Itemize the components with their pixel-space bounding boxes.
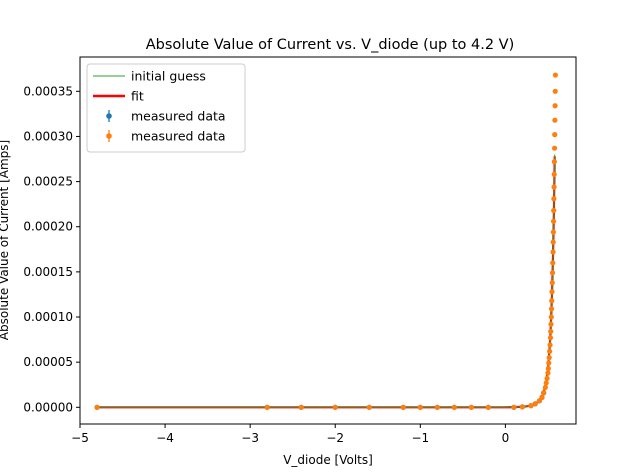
measured-data-orange-point bbox=[551, 196, 557, 202]
measured-data-orange-point bbox=[549, 289, 555, 295]
measured-data-orange-point bbox=[551, 159, 557, 165]
legend-label: initial guess bbox=[131, 69, 206, 84]
measured-data-orange-point bbox=[550, 249, 556, 255]
plot-area bbox=[94, 72, 559, 410]
y-tick-label: 0.00020 bbox=[23, 220, 73, 234]
measured-data-orange-point bbox=[549, 280, 555, 286]
measured-data-orange-point bbox=[546, 360, 552, 366]
x-tick-label: −1 bbox=[411, 431, 429, 445]
measured-data-orange-point bbox=[548, 314, 554, 320]
measured-data-orange-point bbox=[546, 355, 552, 361]
x-axis-label: V_diode [Volts] bbox=[283, 453, 373, 467]
measured-data-orange-point bbox=[548, 328, 554, 335]
y-tick-label: 0.00010 bbox=[23, 310, 73, 324]
measured-data-orange-point bbox=[451, 404, 457, 410]
measured-data-orange-point bbox=[550, 260, 556, 266]
measured-data-orange-point bbox=[528, 403, 534, 409]
measured-data-orange-point bbox=[544, 375, 550, 382]
measured-data-orange-point bbox=[543, 380, 549, 386]
measured-data-orange-point bbox=[511, 404, 517, 410]
y-tick-label: 0.00025 bbox=[23, 175, 73, 189]
legend-swatch-marker bbox=[106, 133, 112, 139]
measured-data-orange-point bbox=[264, 404, 270, 410]
measured-data-orange-point bbox=[400, 404, 406, 410]
fit-line bbox=[97, 156, 556, 409]
measured-data-orange-point bbox=[485, 404, 491, 410]
measured-data-orange-point bbox=[547, 342, 553, 348]
measured-data-orange-point bbox=[532, 401, 538, 407]
measured-data-orange-point bbox=[552, 117, 558, 123]
x-tick-label: −3 bbox=[241, 431, 259, 445]
measured-data-orange-point bbox=[298, 404, 304, 410]
y-tick-label: 0.00035 bbox=[23, 84, 73, 98]
measured-data-orange-point bbox=[551, 207, 557, 214]
measured-data-orange-point bbox=[551, 171, 557, 177]
measured-data-orange-point bbox=[545, 370, 551, 376]
x-tick-label: −4 bbox=[156, 431, 174, 445]
measured-data-orange-point bbox=[552, 103, 558, 109]
measured-data-orange-point bbox=[547, 335, 554, 341]
legend-label: fit bbox=[131, 89, 144, 104]
measured-data-orange-point bbox=[550, 239, 556, 245]
measured-data-orange-point bbox=[468, 404, 474, 410]
y-axis-label: Absolute Value of Current [Amps] bbox=[0, 140, 11, 340]
x-axis: −5 −4 −3 −2 −1 0 bbox=[71, 424, 509, 445]
legend-label: measured data bbox=[131, 129, 226, 144]
measured-data-orange-point bbox=[549, 270, 556, 276]
x-tick-label: 0 bbox=[502, 431, 510, 445]
measured-data-orange-point bbox=[542, 384, 548, 391]
legend-swatch-marker bbox=[106, 113, 112, 119]
measured-data-orange-point bbox=[545, 365, 551, 372]
y-tick-label: 0.00015 bbox=[23, 265, 73, 279]
measured-data-orange-point bbox=[539, 394, 545, 400]
measured-data-orange-point bbox=[332, 404, 338, 410]
x-tick-label: −2 bbox=[326, 431, 344, 445]
measured-data-orange-point bbox=[549, 298, 555, 304]
initial-guess-line bbox=[97, 154, 556, 408]
axes-frame bbox=[79, 56, 577, 425]
measured-data-orange-point bbox=[551, 184, 557, 190]
measured-data-orange-point bbox=[417, 404, 423, 410]
measured-data-orange-point bbox=[550, 218, 557, 224]
measured-data-orange-point bbox=[434, 404, 440, 410]
measured-data-orange-point bbox=[550, 229, 556, 235]
y-tick-label: 0.00030 bbox=[23, 129, 73, 143]
y-tick-label: 0.00005 bbox=[23, 355, 73, 369]
y-tick-label: 0.00000 bbox=[23, 400, 73, 414]
legend-box bbox=[86, 63, 246, 153]
measured-data-orange-point bbox=[366, 404, 372, 410]
measured-data-orange-point bbox=[552, 132, 558, 138]
legend: initial guess fit measured data measured d… bbox=[86, 63, 246, 153]
measured-data-orange-point bbox=[551, 145, 558, 151]
measured-data-orange-point bbox=[548, 306, 555, 312]
measured-data-orange-point bbox=[541, 390, 547, 396]
measured-data-orange-point bbox=[552, 72, 559, 78]
measured-data-orange-point bbox=[548, 321, 554, 327]
measured-data-orange-point bbox=[552, 88, 558, 94]
chart-title: Absolute Value of Current vs. V_diode (u… bbox=[146, 37, 515, 53]
measured-data-orange-point bbox=[547, 348, 553, 354]
legend-label: measured data bbox=[131, 109, 226, 124]
y-axis: 0.00000 0.00005 0.00010 0.00015 0.00020 0.000… bbox=[23, 84, 80, 414]
x-tick-label: −5 bbox=[71, 431, 89, 445]
measured-data-orange-point bbox=[519, 404, 526, 410]
measured-data-orange-point bbox=[94, 404, 100, 410]
